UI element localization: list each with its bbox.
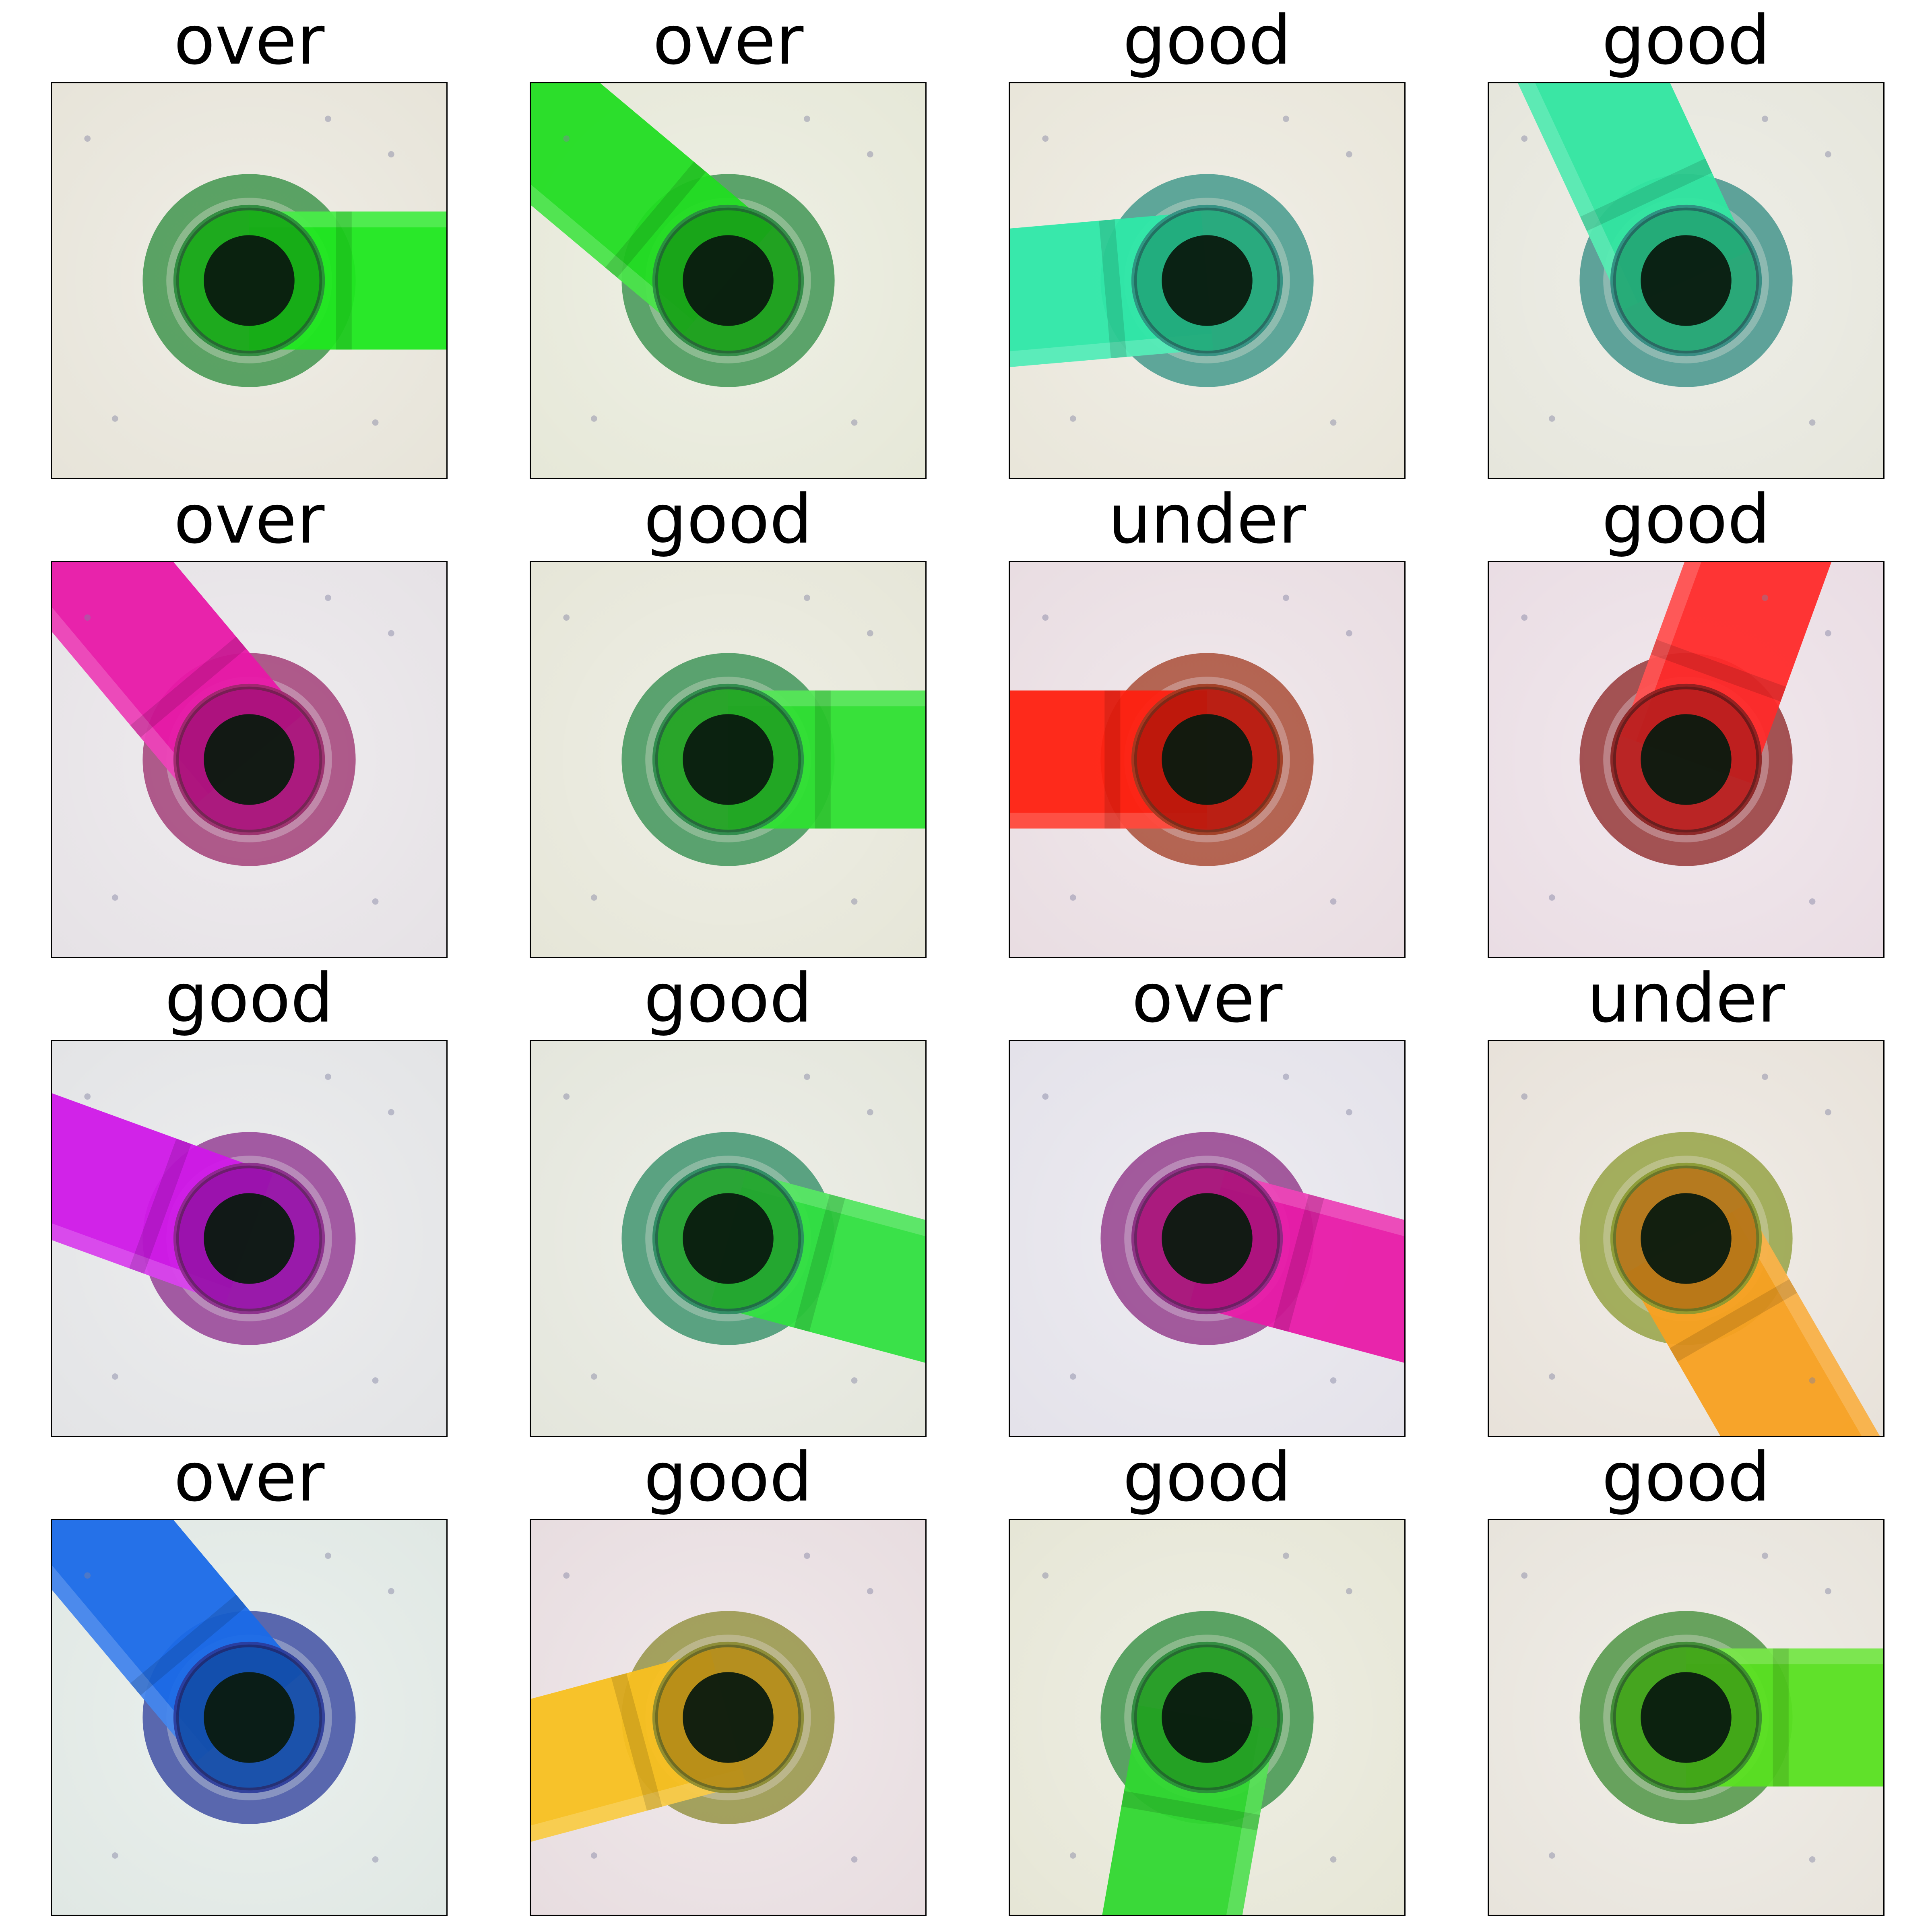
well-photo bbox=[51, 1040, 448, 1437]
well-photo bbox=[1488, 561, 1885, 958]
well-photo bbox=[51, 1519, 448, 1916]
grid-panel: good bbox=[1009, 1437, 1406, 1916]
grid-panel: under bbox=[1009, 479, 1406, 958]
well-photo bbox=[1009, 561, 1406, 958]
well-hole bbox=[683, 1193, 774, 1284]
tube bbox=[531, 1651, 746, 1876]
well-hole bbox=[1641, 1193, 1732, 1284]
grid-panel: good bbox=[1488, 1437, 1885, 1916]
panel-label: good bbox=[1602, 480, 1771, 559]
panel-label: good bbox=[644, 1438, 813, 1517]
well-hole bbox=[1162, 1672, 1253, 1763]
panel-label: over bbox=[173, 480, 325, 559]
panel-label: over bbox=[173, 1, 325, 80]
well-hole bbox=[683, 235, 774, 326]
well-hole bbox=[204, 235, 295, 326]
panel-label: good bbox=[1123, 1, 1292, 80]
well-hole bbox=[1162, 714, 1253, 805]
well-hole bbox=[683, 1672, 774, 1763]
grid-panel: over bbox=[51, 0, 448, 479]
grid-panel: over bbox=[1009, 958, 1406, 1437]
well-photo bbox=[1009, 1519, 1406, 1916]
panel-label: over bbox=[1131, 959, 1283, 1038]
well-photo bbox=[530, 1040, 927, 1437]
well-photo bbox=[1009, 1040, 1406, 1437]
tube bbox=[1010, 212, 1213, 380]
well-hole bbox=[204, 714, 295, 805]
well-photo bbox=[530, 82, 927, 479]
grid-panel: over bbox=[51, 479, 448, 958]
tube bbox=[710, 1172, 925, 1397]
grid-panel: under bbox=[1488, 958, 1885, 1437]
grid-panel: good bbox=[51, 958, 448, 1437]
well-hole bbox=[1641, 1672, 1732, 1763]
grid-panel: good bbox=[530, 958, 927, 1437]
well-photo bbox=[1488, 82, 1885, 479]
well-hole bbox=[204, 1672, 295, 1763]
grid-panel: good bbox=[530, 479, 927, 958]
grid-panel: good bbox=[1488, 0, 1885, 479]
grid-panel: good bbox=[1009, 0, 1406, 479]
well-hole bbox=[204, 1193, 295, 1284]
panel-label: good bbox=[165, 959, 334, 1038]
panel-label: under bbox=[1587, 959, 1785, 1038]
panel-label: under bbox=[1108, 480, 1307, 559]
well-photo bbox=[1488, 1040, 1885, 1437]
well-photo bbox=[1488, 1519, 1885, 1916]
panel-label: good bbox=[1602, 1438, 1771, 1517]
panel-label: over bbox=[173, 1438, 325, 1517]
tube bbox=[1077, 1705, 1275, 1915]
well-photo bbox=[1009, 82, 1406, 479]
well-photo bbox=[51, 561, 448, 958]
panel-label: good bbox=[644, 480, 813, 559]
panel-label: over bbox=[652, 1, 804, 80]
well-hole bbox=[1641, 235, 1732, 326]
grid-panel: over bbox=[51, 1437, 448, 1916]
well-photo bbox=[530, 561, 927, 958]
well-hole bbox=[1641, 714, 1732, 805]
panel-label: good bbox=[1602, 1, 1771, 80]
well-hole bbox=[1162, 1193, 1253, 1284]
well-hole bbox=[1162, 235, 1253, 326]
well-photo bbox=[51, 82, 448, 479]
well-photo bbox=[530, 1519, 927, 1916]
grid-panel: good bbox=[530, 1437, 927, 1916]
panel-label: good bbox=[644, 959, 813, 1038]
tube bbox=[1189, 1172, 1404, 1397]
panel-label: good bbox=[1123, 1438, 1292, 1517]
well-hole bbox=[683, 714, 774, 805]
grid-panel: good bbox=[1488, 479, 1885, 958]
grid-panel: over bbox=[530, 0, 927, 479]
